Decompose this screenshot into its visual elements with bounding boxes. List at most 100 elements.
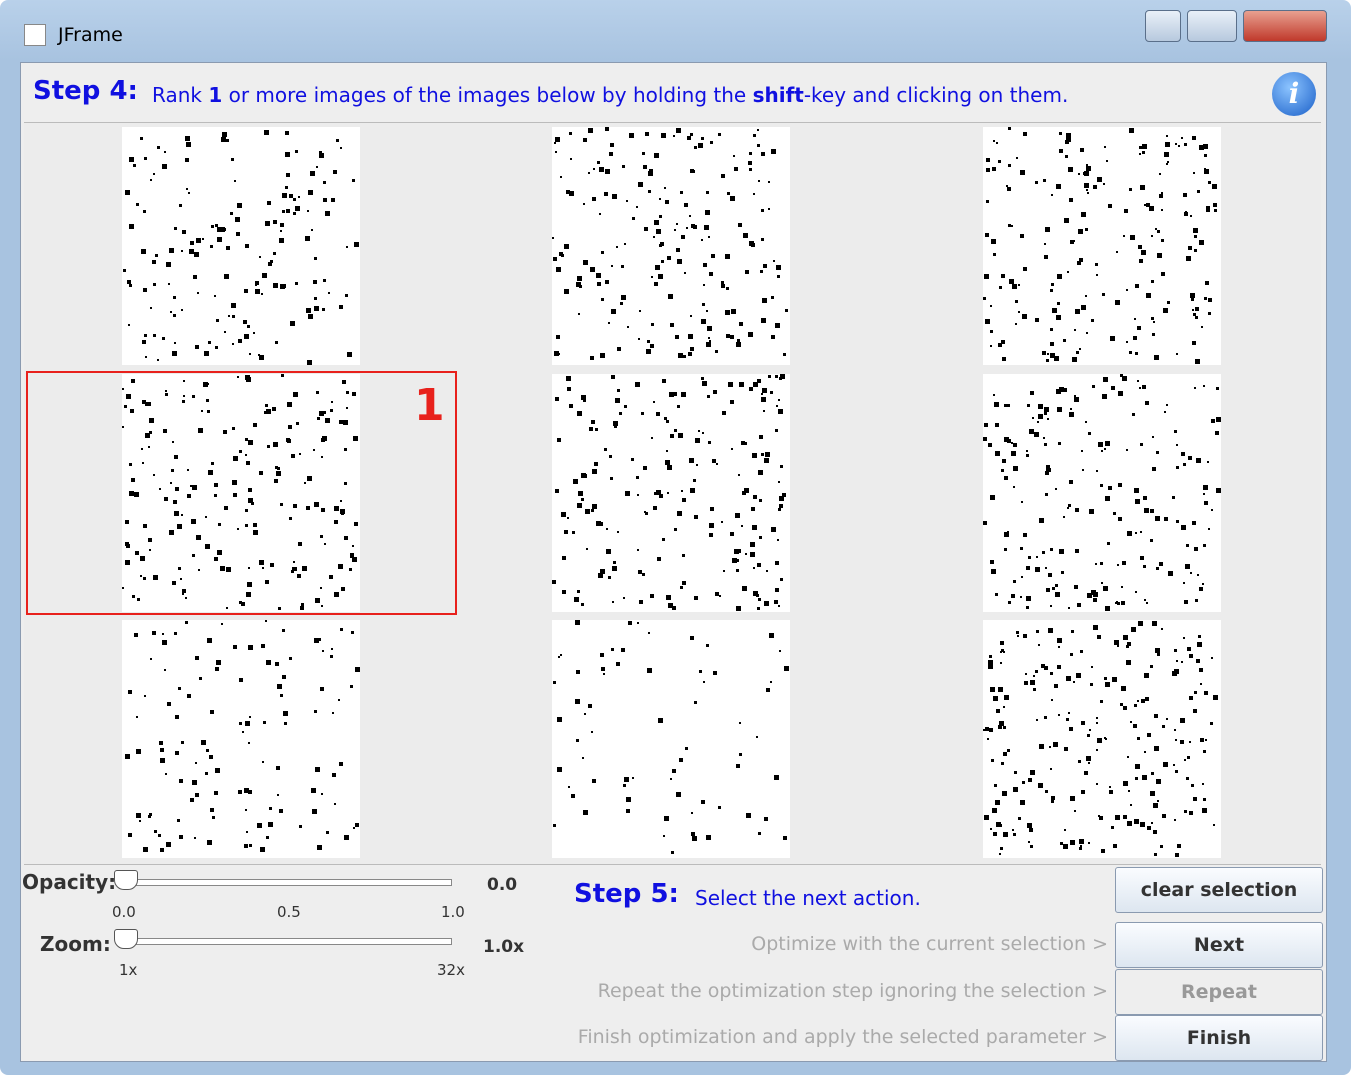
image-dot [552,580,556,584]
image-dot [242,731,244,733]
image-dot [1174,669,1179,674]
image-dot [216,319,219,322]
image-dot [1166,163,1168,165]
image-dot [1071,630,1074,633]
image-dot [730,196,735,201]
image-dot [689,215,691,217]
image-dot [280,230,282,232]
image-dot [1059,132,1062,135]
image-dot [674,429,677,432]
image-dot [768,375,771,378]
action-button: Repeat [1115,969,1323,1015]
image-dot [671,851,674,854]
image-dot [1203,544,1206,547]
image-dot [1008,127,1011,130]
image-dot [1203,493,1205,495]
candidate-image[interactable] [983,374,1221,612]
image-dot [723,570,725,572]
image-dot [555,489,559,493]
image-dot [199,677,202,680]
image-dot [244,844,248,848]
image-dot [591,420,595,424]
image-dot [566,376,571,381]
image-dot [1093,592,1098,597]
image-dot [688,352,692,356]
image-dot [1060,842,1063,845]
image-dot [988,660,993,665]
image-dot [577,503,582,508]
image-dot [666,450,668,452]
image-dot [775,588,779,592]
image-dot [332,773,336,777]
image-dot [1055,584,1058,587]
candidate-image[interactable] [122,620,360,858]
image-dot [1070,840,1075,845]
image-dot [1143,496,1147,500]
image-dot [1095,263,1098,266]
image-dot [774,775,779,780]
image-dot [173,314,176,317]
image-dot [986,200,989,203]
image-dot [134,633,138,637]
image-dot [1018,284,1020,286]
image-dot [694,515,698,519]
image-dot [1190,572,1192,574]
image-dot [663,835,665,837]
image-dot [1044,255,1048,259]
image-dot [1074,395,1076,397]
image-dot [1006,185,1008,187]
image-dot [758,598,761,601]
image-dot [679,758,683,762]
close-button[interactable] [1243,10,1327,42]
image-dot [604,448,607,451]
info-button[interactable]: i [1272,72,1316,116]
candidate-image[interactable] [122,127,360,365]
image-dot [667,256,671,260]
image-dot [1167,161,1169,163]
image-dot [613,561,616,564]
image-dot [289,194,293,198]
action-button[interactable]: Next [1115,922,1323,968]
image-dot [1085,421,1087,423]
image-dot [1032,417,1034,419]
image-dot [293,198,296,201]
clear-selection-button[interactable]: clear selection [1115,867,1323,913]
image-dot [1014,771,1017,774]
minimize-button[interactable] [1145,10,1181,42]
image-dot [690,636,694,640]
image-dot [1122,561,1126,565]
candidate-image[interactable] [983,127,1221,365]
image-dot [1193,228,1198,233]
image-dot [672,606,676,610]
image-dot [698,143,703,148]
candidate-image[interactable] [552,374,790,612]
zoom-slider[interactable] [114,929,138,949]
image-dot [624,777,629,782]
image-dot [1137,700,1139,702]
image-dot [273,283,278,288]
candidate-image[interactable] [552,620,790,858]
candidate-image[interactable] [983,620,1221,858]
image-dot [1194,249,1197,252]
image-dot [575,620,580,625]
image-dot [166,262,171,267]
maximize-button[interactable] [1187,10,1237,42]
image-dot [1079,847,1082,850]
image-dot [615,398,620,403]
image-canvas [983,127,1221,365]
image-dot [1087,593,1092,598]
opacity-slider[interactable] [114,870,138,890]
image-dot [1088,432,1091,435]
image-dot [693,479,696,482]
image-dot [1020,547,1023,550]
image-dot [1004,548,1007,551]
action-button[interactable]: Finish [1115,1015,1323,1061]
image-dot [1117,645,1119,647]
image-dot [355,667,360,672]
candidate-image[interactable] [552,127,790,365]
image-dot [164,151,166,153]
image-dot [662,538,665,541]
image-dot [993,832,997,836]
image-dot [555,151,557,153]
tick-label: 1x [119,961,137,979]
